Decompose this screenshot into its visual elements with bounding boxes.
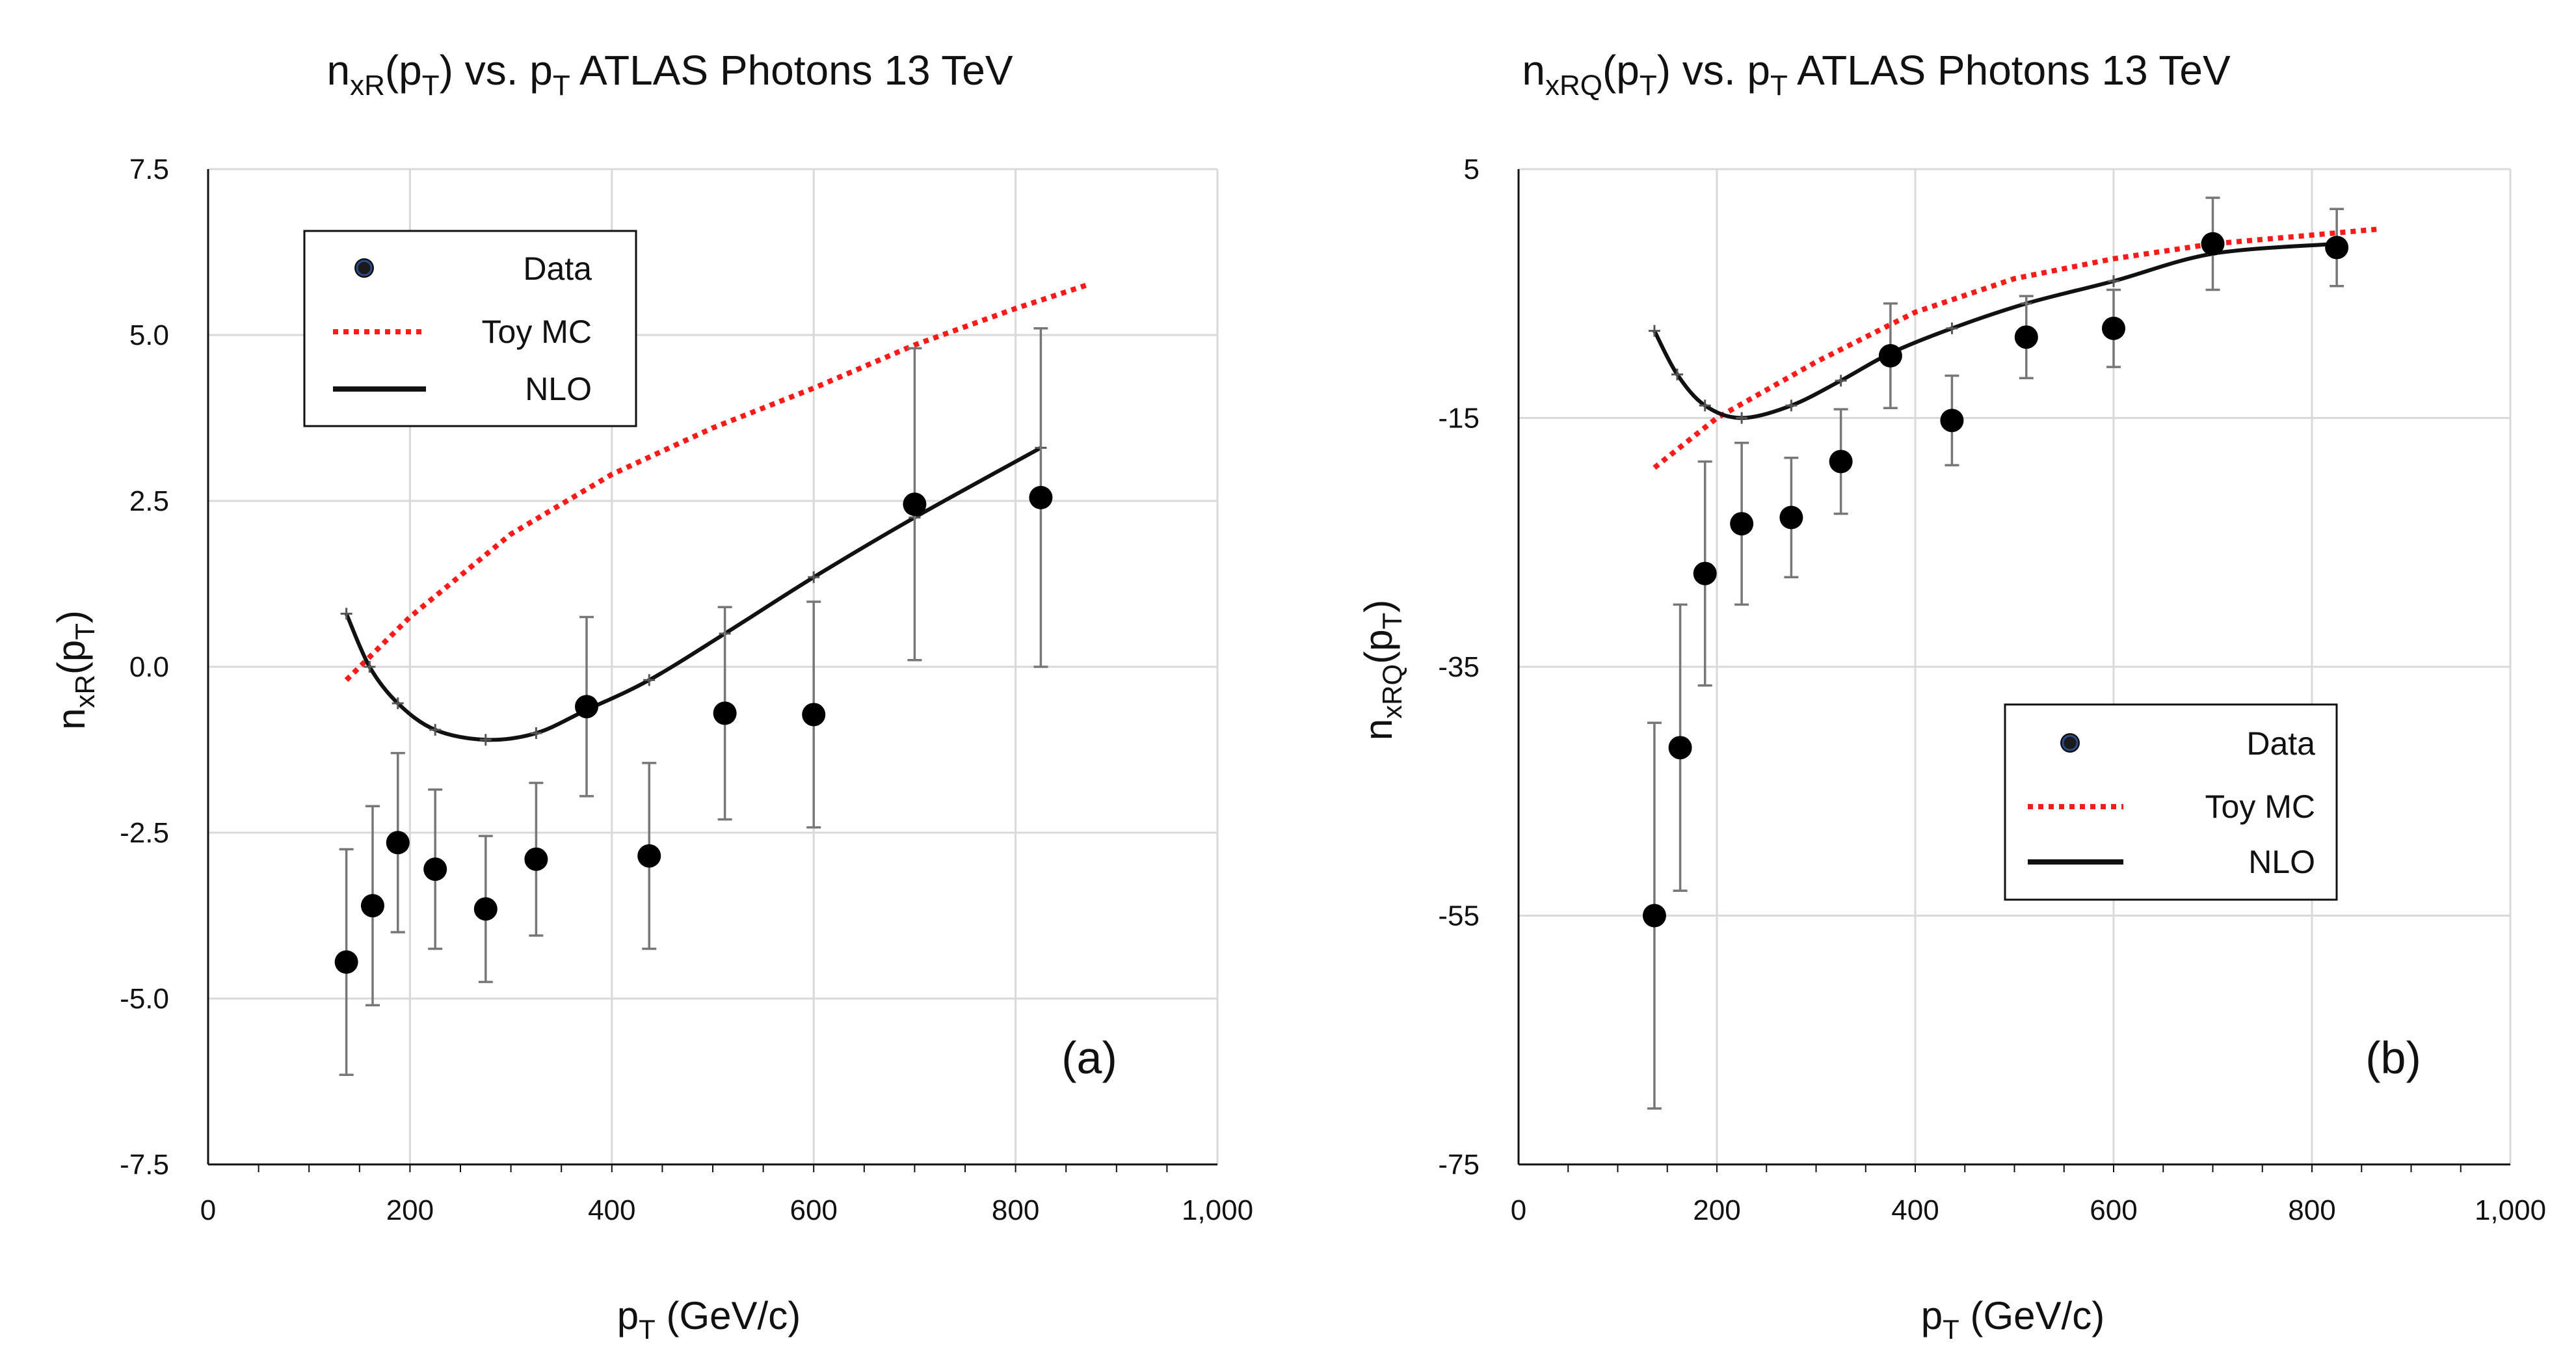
panel-a-x-tick-label: 1,000 <box>1182 1194 1253 1226</box>
panel-b-y-tick-label: -15 <box>1438 403 1480 435</box>
panel-a-nlo-point <box>429 723 442 736</box>
panel-a-data-point <box>473 897 498 921</box>
panel-a-nlo-point <box>643 674 656 686</box>
panel-a-data-point <box>637 844 661 868</box>
panel-a-data-point <box>713 701 737 725</box>
panel-b-data-point <box>2102 316 2125 340</box>
panel-b-label: (b) <box>2365 1032 2421 1083</box>
panel-b-y-tick-labels: 5 -15 -35 -55 -75 <box>1438 154 1480 1181</box>
panel-a-legend-data-marker-highlight <box>356 260 373 276</box>
panel-b-data-point <box>2014 325 2038 349</box>
panel-b-x-tick-labels: 0 200 400 600 800 1,000 <box>1511 1194 2546 1226</box>
panel-b-legend-nlo-label: NLO <box>2248 844 2315 880</box>
panel-a-y-tick-label: -2.5 <box>120 817 169 849</box>
panel-a-toymc-line <box>344 282 1087 682</box>
panel-a-legend-data-label: Data <box>523 250 592 287</box>
panel-a-legend: Data Toy MC NLO <box>303 230 637 427</box>
panel-b-data-point <box>1730 512 1754 536</box>
panel-b-axes <box>1517 169 2510 1172</box>
panel-a-data-point <box>524 847 548 871</box>
panel-b-data-point <box>1878 343 1902 368</box>
panel-b-legend: Data Toy MC NLO <box>2004 703 2338 901</box>
panel-a-data-point <box>334 950 358 974</box>
panel-b-nlo-point <box>1699 399 1711 412</box>
panel-b-y-tick-label: 5 <box>1464 154 1480 185</box>
panel-b-data-point <box>1668 736 1692 760</box>
panel-a-data-point <box>802 703 826 727</box>
panel-b-nlo-point <box>1736 412 1748 424</box>
panel-a-nlo-point <box>530 727 542 739</box>
panel-b-legend-box <box>2004 703 2338 901</box>
panel-a-nlo-line <box>344 446 1042 742</box>
panel-b-data-point <box>1693 561 1717 585</box>
panel-a-label: (a) <box>1061 1032 1117 1083</box>
panel-a-data-point <box>575 695 598 719</box>
panel-b-data-point <box>2201 232 2225 256</box>
panel-a-legend-nlo-label: NLO <box>525 371 592 407</box>
panel-b-gridlines <box>1519 168 2512 1164</box>
panel-a-nlo-point <box>479 734 492 746</box>
panel-a-nlo-point <box>392 697 404 710</box>
panel-a-legend-toymc-label: Toy MC <box>482 314 592 350</box>
panel-b-x-tick-label: 600 <box>2090 1194 2137 1226</box>
panel-a-x-tick-labels: 0 200 400 600 800 1,000 <box>200 1194 1253 1226</box>
panel-a-data-point <box>360 894 384 918</box>
panel-b-x-tick-label: 0 <box>1511 1194 1526 1226</box>
panel-a-data-point <box>903 492 927 517</box>
panel-b-nlo-point <box>2108 275 2119 288</box>
panel-b-data-point <box>1829 450 1853 474</box>
panel-b-data-point <box>2325 235 2349 260</box>
panel-b-y-tick-label: -35 <box>1438 651 1480 683</box>
panel-b-toymc-line <box>1653 226 2382 470</box>
panel-a-title: nxR(pT) vs. pT ATLAS Photons 13 TeV <box>326 47 1013 101</box>
panel-b-data-point <box>1940 409 1964 433</box>
panel-a-axes <box>207 169 1217 1172</box>
panel-b-x-axis-label: pT (GeV/c) <box>1921 1294 2105 1345</box>
panel-a-nlo-point <box>340 608 352 620</box>
panel-a-y-tick-labels: 7.5 5.0 2.5 0.0 -2.5 -5.0 -7.5 <box>120 154 169 1181</box>
panel-a-x-tick-label: 200 <box>386 1194 434 1226</box>
panel-b-nlo-line <box>1653 241 2337 420</box>
panel-a-data-point <box>386 831 410 855</box>
panel-a-y-tick-label: -7.5 <box>120 1149 169 1181</box>
panel-b-data-point <box>1642 904 1666 928</box>
panel-b-x-tick-label: 200 <box>1693 1194 1740 1226</box>
panel-a-x-tick-label: 400 <box>588 1194 635 1226</box>
panel-b-y-tick-label: -75 <box>1438 1149 1480 1181</box>
panel-a-data-point <box>1029 485 1053 509</box>
panel-b-title: nxRQ(pT) vs. pT ATLAS Photons 13 TeV <box>1522 47 2231 101</box>
panel-b-legend-toymc-label: Toy MC <box>2205 788 2315 825</box>
panel-a: nxR(pT) vs. pT ATLAS Photons 13 TeV 0 200… <box>49 47 1253 1345</box>
panel-a-y-axis-label: nxR(pT) <box>49 610 100 730</box>
panel-b-x-tick-label: 400 <box>1891 1194 1939 1226</box>
panel-b-legend-data-marker-highlight <box>2062 734 2078 751</box>
panel-b-legend-data-label: Data <box>2246 725 2315 762</box>
panel-b-x-tick-label: 1,000 <box>2475 1194 2546 1226</box>
panel-b-nlo-point <box>1835 375 1847 387</box>
panel-a-y-tick-label: -5.0 <box>120 983 169 1015</box>
panel-a-x-tick-label: 0 <box>200 1194 216 1226</box>
panel-b-y-axis-label: nxRQ(pT) <box>1357 600 1407 740</box>
panel-a-x-tick-label: 800 <box>992 1194 1039 1226</box>
panel-a-y-tick-label: 0.0 <box>129 651 169 683</box>
panel-a-nlo-point <box>364 661 376 673</box>
panel-a-y-tick-label: 5.0 <box>129 319 169 351</box>
panel-b-x-tick-label: 800 <box>2288 1194 2335 1226</box>
panel-a-nlo-point <box>808 571 820 584</box>
panel-b-nlo-point <box>1785 399 1798 412</box>
panel-b-nlo-point <box>1648 325 1660 337</box>
panel-a-y-tick-label: 2.5 <box>129 485 169 517</box>
panel-b-nlo-point <box>1671 368 1683 381</box>
panel-b-plot-area <box>1642 196 2382 1110</box>
panel-a-x-tick-label: 600 <box>790 1194 837 1226</box>
panel-a-data-point <box>423 857 447 881</box>
panel-b: nxRQ(pT) vs. pT ATLAS Photons 13 TeV 0 20… <box>1357 47 2546 1345</box>
panel-a-x-axis-label: pT (GeV/c) <box>617 1294 801 1345</box>
panel-a-plot-area <box>334 282 1087 1077</box>
panel-b-data-point <box>1779 505 1803 530</box>
panel-a-y-tick-label: 7.5 <box>129 154 169 185</box>
panel-b-y-tick-label: -55 <box>1438 900 1480 932</box>
panel-b-nlo-point <box>1946 322 1958 334</box>
